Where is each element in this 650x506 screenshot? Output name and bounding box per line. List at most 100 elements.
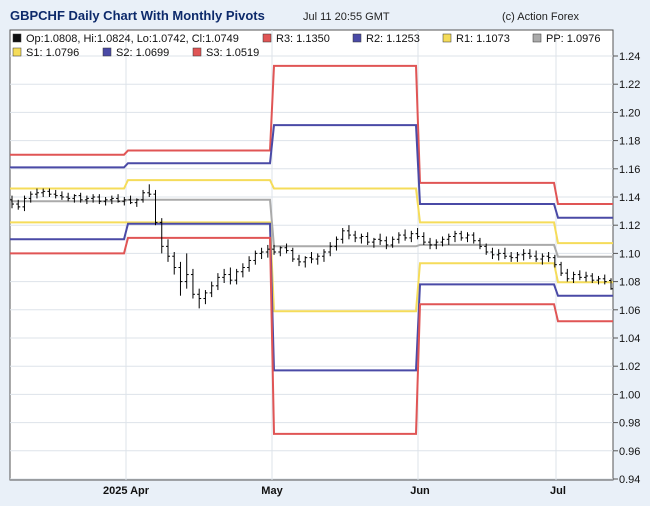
y-tick-label: 1.06: [619, 305, 640, 317]
price-bar: [53, 189, 58, 199]
chart-legend: Op:1.0808, Hi:1.0824, Lo:1.0742, Cl:1.07…: [12, 33, 600, 59]
price-bar: [203, 290, 208, 305]
legend-item-s2: S2: 1.0699: [102, 47, 169, 59]
price-bar: [428, 237, 433, 250]
price-bar: [346, 225, 351, 240]
price-bar: [72, 194, 77, 203]
price-bar: [303, 256, 308, 268]
price-bar: [253, 250, 258, 265]
y-tick-label: 1.24: [619, 51, 640, 63]
legend-item-r3: R3: 1.1350: [262, 33, 330, 45]
price-bar: [334, 236, 339, 251]
price-bar: [16, 199, 21, 210]
price-bar: [190, 268, 195, 299]
x-tick-label: May: [261, 485, 283, 497]
price-bar: [265, 244, 270, 258]
price-bar: [459, 230, 464, 241]
legend-label-r2: R2: 1.1253: [366, 33, 420, 45]
legend-item-s1: S1: 1.0796: [12, 47, 79, 59]
pivot-line-r2: [10, 124, 613, 219]
x-axis: 2025 Apr May Jun Jul: [103, 485, 566, 497]
price-bar: [502, 247, 507, 260]
y-tick-label: 1.08: [619, 277, 640, 289]
y-tick-label: 1.20: [619, 107, 640, 119]
price-bar: [409, 230, 414, 243]
y-tick-label: 0.94: [619, 474, 640, 486]
price-bar: [297, 254, 302, 267]
price-bar: [315, 253, 320, 265]
chart-timestamp: Jul 11 20:55 GMT: [303, 11, 390, 23]
legend-swatch-ohlc: [12, 33, 22, 43]
y-axis: 1.24 1.22 1.20 1.18 1.16 1.14 1.12 1.10 1.08 1.06…: [613, 51, 640, 486]
price-bar: [396, 232, 401, 244]
legend-label-r1: R1: 1.1073: [456, 33, 510, 45]
price-bar: [515, 251, 520, 262]
price-bar: [465, 232, 470, 243]
price-bar: [390, 236, 395, 248]
price-bar: [577, 270, 582, 281]
price-bar: [290, 247, 295, 262]
price-bar: [440, 236, 445, 247]
price-bar: [159, 218, 164, 254]
pivot-line-s3: [10, 236, 613, 435]
price-bar: [584, 271, 589, 282]
price-bar: [434, 239, 439, 250]
price-bar: [477, 237, 482, 250]
price-bar: [28, 191, 33, 203]
price-bar: [559, 261, 564, 276]
price-bar: [359, 233, 364, 244]
x-tick-label: Jul: [550, 485, 566, 497]
price-bar: [521, 249, 526, 261]
y-tick-label: 1.14: [619, 192, 640, 204]
price-bar: [453, 230, 458, 243]
price-bar: [534, 250, 539, 262]
price-bar: [552, 254, 557, 268]
legend-item-r1: R1: 1.1073: [442, 33, 510, 45]
price-bar: [165, 239, 170, 262]
price-bar: [309, 251, 314, 264]
price-bar: [197, 288, 202, 309]
price-bar: [34, 188, 39, 199]
price-bar: [228, 267, 233, 285]
price-bar: [602, 274, 607, 285]
price-bar: [571, 271, 576, 284]
pivot-line-r1: [10, 179, 613, 245]
legend-item-s3: S3: 1.0519: [192, 47, 259, 59]
price-bars: [10, 184, 613, 309]
price-bar: [321, 249, 326, 262]
legend-swatch-s3: [192, 47, 202, 57]
price-bar: [340, 228, 345, 244]
price-bar: [91, 194, 96, 203]
price-bar: [84, 195, 89, 205]
legend-label-r3: R3: 1.1350: [276, 33, 330, 45]
price-bar: [47, 188, 52, 197]
price-bar: [97, 194, 102, 205]
price-bar: [122, 197, 127, 206]
price-bar: [259, 247, 264, 260]
legend-item-pp: PP: 1.0976: [532, 33, 600, 45]
price-bar: [484, 243, 489, 255]
y-tick-label: 1.18: [619, 136, 640, 148]
price-bar: [565, 268, 570, 282]
legend-label-s3: S3: 1.0519: [206, 47, 259, 59]
y-tick-label: 1.00: [619, 389, 640, 401]
price-bar: [328, 242, 333, 257]
price-bar: [421, 232, 426, 245]
price-bar: [247, 256, 252, 272]
x-tick-label: Jun: [410, 485, 430, 497]
pivot-lines: [10, 64, 613, 435]
legend-label-s2: S2: 1.0699: [116, 47, 169, 59]
price-bar: [222, 268, 227, 284]
price-bar: [546, 251, 551, 262]
y-tick-label: 1.12: [619, 220, 640, 232]
price-bar: [172, 251, 177, 275]
price-bar: [103, 197, 108, 206]
price-bar: [22, 195, 27, 212]
price-bar: [384, 236, 389, 250]
price-bar: [496, 249, 501, 261]
y-tick-label: 1.16: [619, 164, 640, 176]
y-tick-label: 1.10: [619, 248, 640, 260]
price-bar: [284, 243, 289, 254]
price-bar: [147, 184, 152, 197]
